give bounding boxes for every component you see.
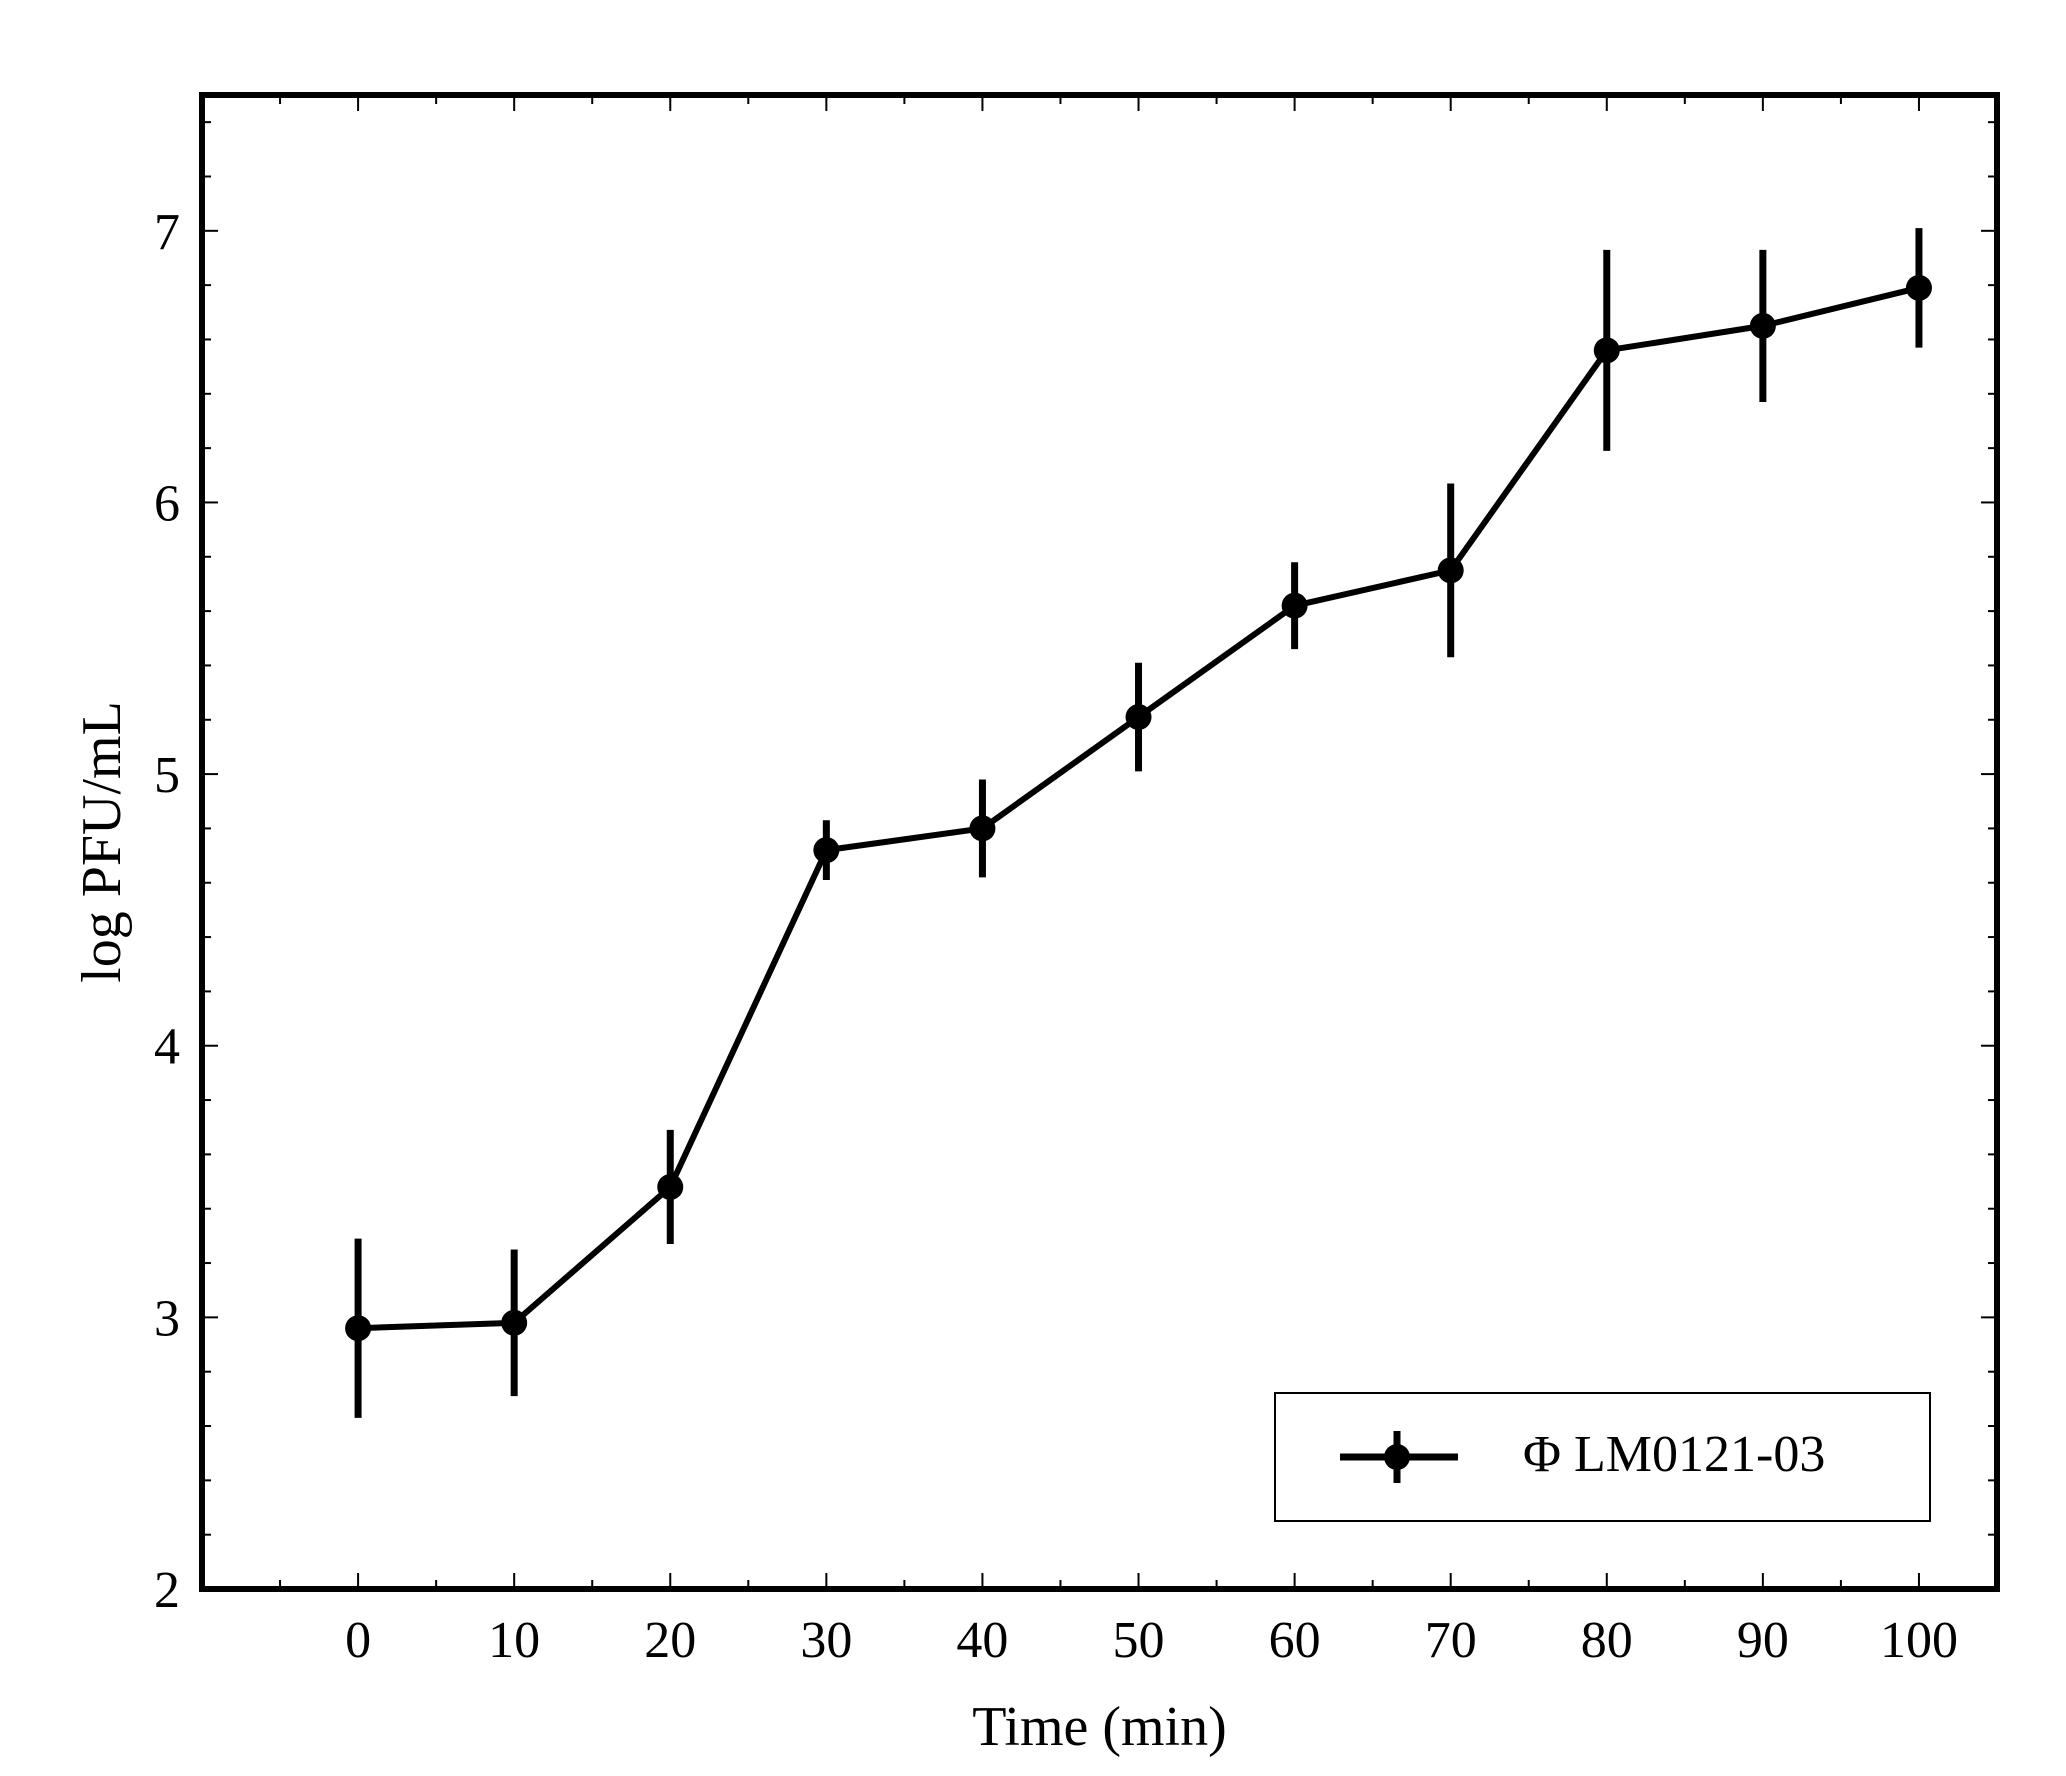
y-axis-title: log PFU/mL [71,701,133,983]
y-tick-label: 7 [154,204,180,261]
x-tick-label: 60 [1269,1612,1321,1669]
data-point [657,1173,684,1200]
data-point [1905,274,1932,301]
x-tick-label: 70 [1425,1612,1477,1669]
x-tick-label: 80 [1581,1612,1633,1669]
x-tick-label: 40 [956,1612,1008,1669]
data-point [1593,337,1620,364]
data-point [813,837,840,864]
x-tick-label: 10 [488,1612,540,1669]
tick-marks [202,95,1997,1590]
tick-labels: 0 10 20 30 40 50 60 70 80 90 100 2 3 4 5 6 7 [154,204,1958,1669]
data-point [969,815,996,842]
legend-marker-sample [1384,1444,1410,1470]
data-point [501,1309,528,1336]
y-tick-label: 4 [154,1019,180,1076]
y-tick-label: 3 [154,1290,180,1347]
x-tick-label: 0 [345,1612,371,1669]
plot-frame [199,92,2000,1592]
data-point [1281,592,1308,619]
x-axis-title: Time (min) [972,1696,1227,1758]
x-tick-label: 20 [644,1612,696,1669]
data-series [345,228,1932,1418]
data-point [1125,704,1152,731]
y-tick-label: 6 [154,475,180,532]
series-line [357,284,1920,1332]
x-tick-label: 100 [1880,1612,1958,1669]
legend-label: Φ LM0121-03 [1523,1426,1825,1483]
y-tick-label: 5 [154,747,180,804]
data-point [345,1315,372,1342]
data-point [1749,312,1776,339]
x-tick-label: 30 [800,1612,852,1669]
x-tick-label: 50 [1113,1612,1165,1669]
data-point [1437,557,1464,584]
x-tick-label: 90 [1737,1612,1789,1669]
y-tick-label: 2 [154,1562,180,1619]
legend: Φ LM0121-03 [1274,1392,1931,1522]
